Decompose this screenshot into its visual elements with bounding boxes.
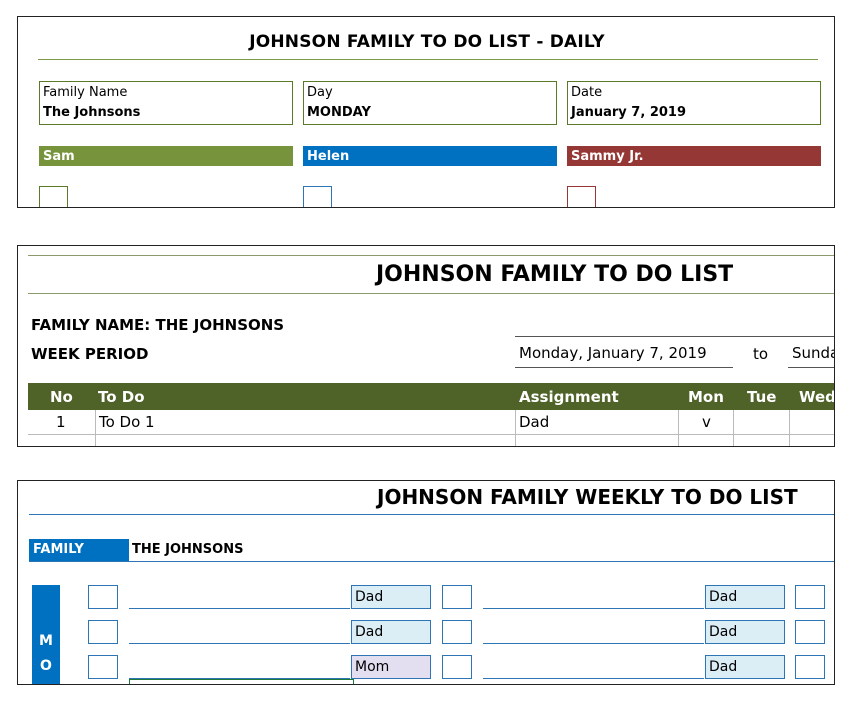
date-field[interactable]: Date January 7, 2019 xyxy=(567,81,821,125)
week-start-underline xyxy=(515,367,733,368)
member-header-helen: Helen xyxy=(303,146,557,166)
title-divider xyxy=(29,514,834,515)
family-label: FAMILY xyxy=(29,539,129,561)
task-checkbox[interactable] xyxy=(442,585,472,609)
family-name-label: Family Name xyxy=(43,85,128,100)
task-checkbox[interactable] xyxy=(795,585,825,609)
week-start-date[interactable]: Monday, January 7, 2019 xyxy=(519,344,707,362)
col-todo: To Do xyxy=(98,388,145,406)
helen-task-checkbox[interactable] xyxy=(303,186,332,207)
table-header: No To Do Assignment Mon Tue Wed xyxy=(28,383,835,410)
task-checkbox[interactable] xyxy=(88,620,118,644)
col-mon: Mon xyxy=(688,388,724,406)
family-name-field[interactable]: Family Name The Johnsons xyxy=(39,81,293,125)
col-divider xyxy=(515,410,516,446)
sammy-jr-task-checkbox[interactable] xyxy=(567,186,596,207)
task-line[interactable] xyxy=(483,608,704,609)
selected-cell-outline xyxy=(129,679,354,684)
family-name-value: The Johnsons xyxy=(43,105,141,120)
daily-title: JOHNSON FAMILY TO DO LIST - DAILY xyxy=(249,32,605,52)
task-checkbox[interactable] xyxy=(88,585,118,609)
assignment-cell[interactable]: Dad xyxy=(705,585,785,609)
row-divider xyxy=(28,434,834,435)
title-divider xyxy=(38,59,818,60)
col-divider xyxy=(95,410,96,446)
task-line[interactable] xyxy=(129,678,350,679)
day-label: Day xyxy=(307,85,333,100)
col-tue: Tue xyxy=(747,388,777,406)
day-letter: O xyxy=(40,658,52,674)
task-checkbox[interactable] xyxy=(442,655,472,679)
member-header-sammy-jr: Sammy Jr. xyxy=(567,146,821,166)
assignment-cell[interactable]: Dad xyxy=(351,585,431,609)
col-divider xyxy=(789,410,790,446)
task-checkbox[interactable] xyxy=(442,620,472,644)
table-row[interactable]: 1 To Do 1 Dad v xyxy=(28,410,834,434)
date-label: Date xyxy=(571,85,603,100)
row-todo: To Do 1 xyxy=(99,413,155,431)
assignment-cell[interactable]: Mom xyxy=(351,655,431,679)
day-value: MONDAY xyxy=(307,105,371,120)
row-mon-check[interactable]: v xyxy=(702,413,711,431)
task-line[interactable] xyxy=(483,643,704,644)
week-period-label: WEEK PERIOD xyxy=(31,345,149,363)
task-line[interactable] xyxy=(129,643,350,644)
title-divider xyxy=(28,293,834,294)
sam-task-checkbox[interactable] xyxy=(39,186,68,207)
weekly-grid-title: JOHNSON FAMILY WEEKLY TO DO LIST xyxy=(377,485,798,509)
col-divider xyxy=(678,410,679,446)
to-label: to xyxy=(753,345,769,363)
day-column-monday: M O xyxy=(32,585,60,684)
family-value: THE JOHNSONS xyxy=(132,542,244,557)
weekly-list-title: JOHNSON FAMILY TO DO LIST xyxy=(376,262,734,287)
task-checkbox[interactable] xyxy=(795,620,825,644)
week-end-underline xyxy=(788,367,834,368)
task-checkbox[interactable] xyxy=(795,655,825,679)
weekly-grid-panel: JOHNSON FAMILY WEEKLY TO DO LIST FAMILY … xyxy=(17,480,835,685)
row-assignment: Dad xyxy=(519,413,550,431)
col-no: No xyxy=(50,388,73,406)
week-period-top-line xyxy=(515,336,834,337)
family-divider xyxy=(29,561,834,562)
col-divider xyxy=(733,410,734,446)
assignment-cell[interactable]: Dad xyxy=(351,620,431,644)
day-field[interactable]: Day MONDAY xyxy=(303,81,557,125)
col-assignment: Assignment xyxy=(519,388,619,406)
top-divider xyxy=(28,255,834,256)
assignment-cell[interactable]: Dad xyxy=(705,655,785,679)
member-header-sam: Sam xyxy=(39,146,293,166)
table-body: 1 To Do 1 Dad v xyxy=(28,410,834,446)
daily-todo-panel: JOHNSON FAMILY TO DO LIST - DAILY Family… xyxy=(17,16,835,208)
task-line[interactable] xyxy=(483,678,704,679)
weekly-todo-list-panel: JOHNSON FAMILY TO DO LIST FAMILY NAME: T… xyxy=(17,245,835,447)
row-no: 1 xyxy=(56,413,66,431)
week-end-date[interactable]: Sunda xyxy=(792,344,835,362)
col-wed: Wed xyxy=(799,388,835,406)
assignment-cell[interactable]: Dad xyxy=(705,620,785,644)
date-value: January 7, 2019 xyxy=(571,105,686,120)
day-letter: M xyxy=(39,633,53,649)
task-line[interactable] xyxy=(129,608,350,609)
task-checkbox[interactable] xyxy=(88,655,118,679)
family-name-line: FAMILY NAME: THE JOHNSONS xyxy=(31,316,285,334)
